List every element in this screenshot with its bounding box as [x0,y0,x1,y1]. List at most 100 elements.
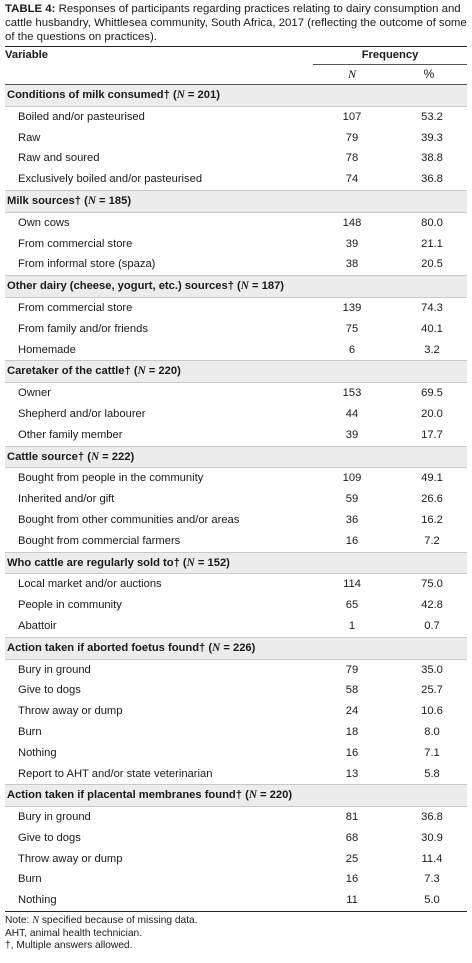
section-header-row: Other dairy (cheese, yogurt, etc.) sourc… [5,275,468,298]
section-title-cell: Action taken if placental membranes foun… [5,784,313,808]
section-header-row: Action taken if aborted foetus found† (N… [5,636,468,660]
row-label: Burn [18,725,42,738]
frequency-header: Frequency [313,46,468,65]
table-row: Owner 153 69.5 [5,383,467,404]
row-percent: 40.1 [421,322,443,335]
row-percent: 38.8 [421,152,443,165]
row-label: From informal store (spaza) [18,258,156,271]
row-count: 36 [345,513,359,526]
row-label: Burn [18,873,42,886]
section-n-open: ( [179,556,187,569]
table-row: Inherited and/or gift 59 26.6 [5,489,467,510]
percent-header: % [391,64,468,85]
row-count: 38 [345,258,359,271]
section-blank [313,84,391,107]
section-blank [391,275,468,298]
section-title: Cattle source† [7,450,85,463]
table-row: Give to dogs 68 30.9 [5,828,467,849]
note-prefix: Note: [5,915,33,927]
section-n-symbol: N [176,89,185,101]
row-label: Bought from other communities and/or are… [18,513,240,526]
row-count: 6 [348,343,356,356]
table-body: Conditions of milk consumed† (N = 201) Bo… [5,84,468,913]
row-count: 59 [345,493,359,506]
table-row: Homemade 6 3.2 [5,340,467,361]
section-header-row: Who cattle are regularly sold to† (N = 1… [5,551,468,575]
row-label: Own cows [18,216,70,229]
row-count: 75 [345,322,359,335]
row-percent: 39.3 [421,131,443,144]
section-blank [313,445,391,469]
note-n-symbol: N [32,915,39,927]
row-count: 74 [345,173,359,186]
section-n-value: = 201) [184,89,220,101]
row-percent: 25.7 [421,684,443,697]
section-n-value: = 220) [145,365,181,378]
note-line-1: Note: N specified because of missing dat… [5,915,467,928]
table-row: From commercial store 139 74.3 [5,297,467,318]
section-n-open: ( [169,89,177,101]
table-row: Throw away or dump 25 11.4 [5,849,467,870]
section-title: Action taken if aborted foetus found† [7,641,206,654]
row-label: Give to dogs [18,831,81,844]
row-count: 16 [345,873,359,886]
row-label: Local market and/or auctions [18,578,162,591]
row-percent: 8.0 [424,725,440,738]
row-label: Owner [18,387,51,400]
row-label: Abattoir [18,619,57,632]
table-row: Raw and soured 78 38.8 [5,148,467,169]
row-percent: 35.0 [421,663,443,676]
row-count: 58 [345,684,359,697]
caption-text: Responses of participants regarding prac… [5,3,467,43]
row-percent: 3.2 [424,343,440,356]
section-n-symbol: N [212,641,221,654]
row-percent: 74.3 [421,301,443,314]
section-title: Conditions of milk consumed† [7,89,170,101]
table-row: Give to dogs 58 25.7 [5,680,467,701]
table-row: From family and/or friends 75 40.1 [5,319,467,340]
row-percent: 75.0 [421,578,443,591]
row-percent: 21.1 [421,237,443,250]
table-row: Report to AHT and/or state veterinarian 1… [5,764,467,785]
row-label: Boiled and/or pasteurised [18,110,145,123]
section-blank [313,360,391,384]
section-title-cell: Milk sources† (N = 185) [5,189,313,213]
section-blank [391,84,468,107]
row-label: Report to AHT and/or state veterinarian [18,767,213,780]
section-header-row: Milk sources† (N = 185) [5,189,468,213]
row-label: Shepherd and/or labourer [18,407,146,420]
row-label: Bury in ground [18,663,91,676]
row-count: 1 [348,619,356,632]
row-percent: 7.1 [424,746,440,759]
row-percent: 10.6 [421,705,443,718]
section-title: Who cattle are regularly sold to† [7,556,180,569]
section-blank [313,784,391,808]
row-percent: 16.2 [421,513,443,526]
table-row: Throw away or dump 24 10.6 [5,701,467,722]
row-count: 16 [345,746,359,759]
section-title: Caretaker of the cattle† [7,365,131,378]
section-n-symbol: N [186,556,195,569]
row-percent: 11.4 [421,852,443,865]
section-n-open: ( [84,450,91,463]
row-label: Inherited and/or gift [18,493,115,506]
table-row: Bury in ground 81 36.8 [5,807,467,828]
data-table: Variable Frequency N % Conditions of mil… [5,46,468,913]
row-count: 24 [345,705,359,718]
section-title-cell: Action taken if aborted foetus found† (N… [5,636,313,660]
row-count: 65 [345,599,359,612]
section-blank [391,360,468,384]
row-percent: 49.1 [421,472,443,485]
row-label: Throw away or dump [18,705,123,718]
row-percent: 53.2 [421,110,443,123]
table-caption: TABLE 4: Responses of participants regar… [5,2,467,44]
section-n-open: ( [205,641,213,654]
section-title-cell: Conditions of milk consumed† (N = 201) [5,84,313,107]
row-label: Nothing [5,890,313,913]
row-percent: 42.8 [421,599,443,612]
note-text: specified because of missing data. [38,915,198,927]
row-label: Other family member [18,428,123,441]
row-percent: 20.0 [421,407,443,420]
row-label: Bury in ground [18,811,91,824]
